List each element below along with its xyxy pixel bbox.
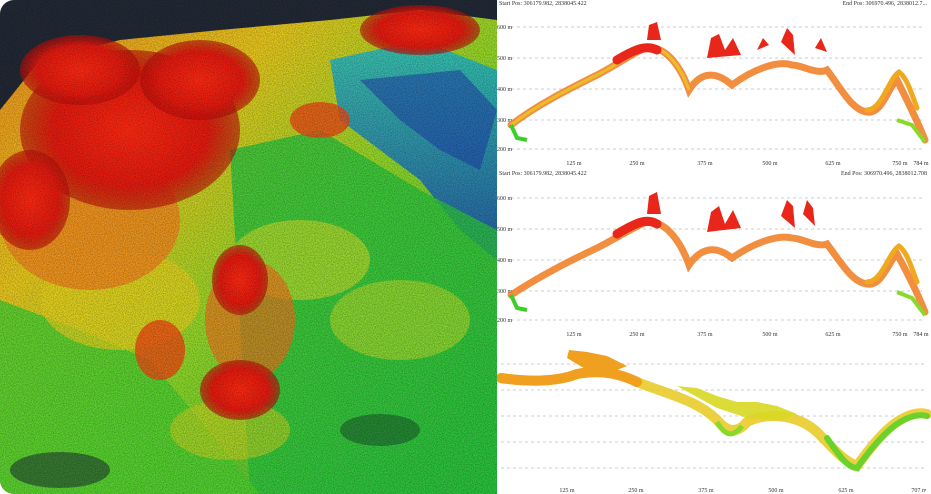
profile-3-x-label: 625 m bbox=[838, 488, 854, 494]
profile-1-x-label: 750 m bbox=[892, 161, 908, 167]
profile-3-x-label: 375 m bbox=[698, 488, 714, 494]
profile-3-x-label: 250 m bbox=[628, 488, 644, 494]
profile-3-x-label: 125 m bbox=[559, 488, 575, 494]
profile-1-start-position: Start Pos: 306179.982, 2838045.422 bbox=[499, 1, 587, 7]
profile-1-x-label: 625 m bbox=[825, 161, 841, 167]
profile-2-end-position: End Pos: 306970.496, 2838012.708 bbox=[840, 171, 927, 177]
profile-1-x-label: 375 m bbox=[697, 161, 713, 167]
profile-1-y-label: 500 m bbox=[497, 56, 513, 62]
elevation-profile-3: 125 m 250 m 375 m 500 m 625 m 707 m bbox=[496, 342, 931, 494]
profile-2-x-label: 784 m bbox=[913, 332, 929, 338]
profile-1-y-label: 300 m bbox=[497, 118, 513, 124]
profile-1-end-position: End Pos: 306970.496, 2838012.7... bbox=[842, 1, 927, 7]
elevation-profiles-panel: Start Pos: 306179.982, 2838045.422 End P… bbox=[496, 0, 931, 494]
profile-2-x-label: 750 m bbox=[892, 332, 908, 338]
lidar-point-cloud bbox=[0, 0, 497, 494]
profile-1-x-label: 250 m bbox=[629, 161, 645, 167]
profile-1-y-label: 600 m bbox=[497, 25, 513, 31]
profile-1-y-label: 400 m bbox=[497, 87, 513, 93]
profile-2-y-label: 600 m bbox=[497, 196, 513, 202]
profile-2-x-label: 125 m bbox=[566, 332, 582, 338]
profile-2-x-label: 500 m bbox=[762, 332, 778, 338]
profile-2-x-label: 250 m bbox=[629, 332, 645, 338]
profile-3-x-label: 707 m bbox=[911, 488, 927, 494]
profile-2-x-label: 625 m bbox=[825, 332, 841, 338]
profile-2-y-label: 300 m bbox=[497, 289, 513, 295]
profile-1-x-label: 500 m bbox=[762, 161, 778, 167]
profile-2-start-position: Start Pos: 306179.982, 2838045.422 bbox=[499, 171, 587, 177]
profile-2-y-label: 200 m bbox=[497, 318, 513, 324]
profile-2-y-label: 500 m bbox=[497, 227, 513, 233]
profile-2-y-label: 400 m bbox=[497, 258, 513, 264]
profile-1-x-label: 784 m bbox=[913, 161, 929, 167]
profile-3-x-label: 500 m bbox=[768, 488, 784, 494]
elevation-profile-1: Start Pos: 306179.982, 2838045.422 End P… bbox=[497, 0, 931, 168]
profile-2-x-label: 375 m bbox=[697, 332, 713, 338]
elevation-profile-2: Start Pos: 306179.982, 2838045.422 End P… bbox=[497, 170, 931, 340]
profile-1-x-label: 125 m bbox=[566, 161, 582, 167]
profile-1-y-label: 200 m bbox=[497, 147, 513, 153]
